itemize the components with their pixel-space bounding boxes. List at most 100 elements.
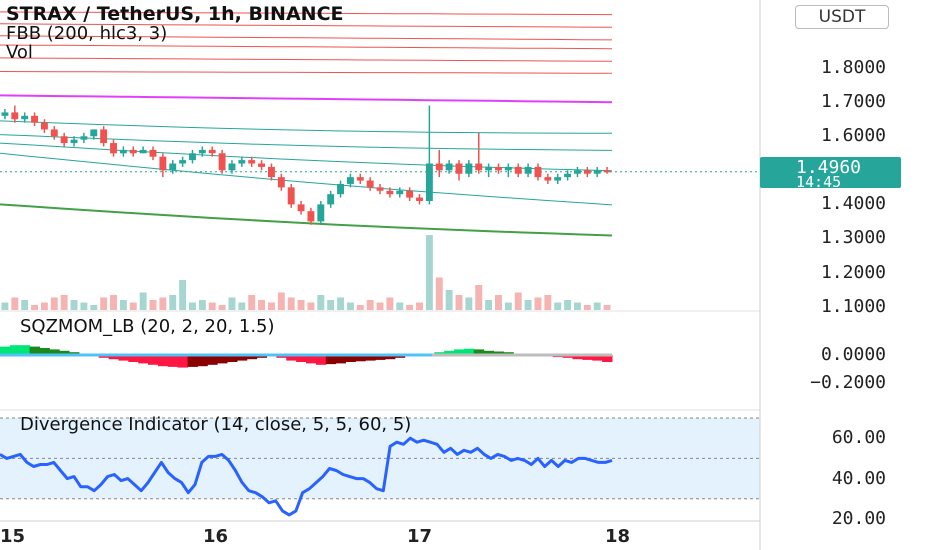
band-upper-s bbox=[0, 57, 613, 62]
currency-button[interactable]: USDT bbox=[795, 5, 889, 29]
rsi-line bbox=[0, 436, 613, 517]
squeeze-bar bbox=[572, 355, 583, 360]
volume-bar bbox=[327, 300, 335, 310]
price-tick-label: 1.6000 bbox=[820, 125, 886, 147]
candle-body bbox=[159, 156, 167, 171]
volume-bar bbox=[564, 300, 572, 310]
candle-body bbox=[435, 163, 443, 171]
volume-bar bbox=[228, 297, 236, 310]
band-upper-0 bbox=[0, 44, 613, 50]
volume-bar bbox=[248, 295, 256, 310]
volume-bar bbox=[90, 305, 98, 310]
squeeze-bar bbox=[187, 355, 198, 367]
candle-body bbox=[366, 180, 374, 188]
candle-body bbox=[277, 177, 285, 188]
candle-body bbox=[554, 177, 562, 181]
last-price-countdown: 14:45 bbox=[796, 173, 842, 191]
squeeze-bar bbox=[592, 355, 603, 361]
candle-body bbox=[218, 153, 226, 171]
volume-bar bbox=[40, 302, 48, 310]
candle-body bbox=[208, 149, 216, 154]
candle-body bbox=[475, 163, 483, 171]
time-tick-label: 18 bbox=[605, 526, 631, 547]
price-tick-label: 1.1000 bbox=[820, 295, 886, 317]
squeeze-bar bbox=[9, 345, 21, 355]
volume-bar bbox=[465, 297, 473, 310]
squeeze-bar bbox=[602, 355, 613, 362]
candle-body bbox=[307, 211, 315, 222]
candle-body bbox=[327, 194, 335, 205]
squeeze-bar bbox=[39, 348, 50, 355]
squeeze-bar bbox=[217, 355, 228, 364]
band-upper-1 bbox=[0, 35, 613, 41]
band-lower-2 bbox=[0, 134, 613, 151]
price-tick-label: 1.7000 bbox=[820, 91, 886, 113]
rsi-tick-label: 20.00 bbox=[831, 507, 886, 529]
candle-body bbox=[465, 163, 473, 174]
chart-title: STRAX / TetherUS, 1h, BINANCE bbox=[6, 3, 344, 25]
volume-bar bbox=[534, 297, 542, 310]
volume-bar bbox=[544, 295, 552, 310]
squeeze-bar bbox=[375, 355, 386, 360]
volume-bar bbox=[346, 302, 354, 310]
candle-body bbox=[60, 136, 68, 144]
candle-body bbox=[21, 115, 29, 120]
volume-bar bbox=[21, 300, 29, 310]
volume-bar bbox=[1, 302, 9, 310]
candle-body bbox=[593, 170, 601, 174]
legend-vol: Vol bbox=[6, 42, 33, 63]
volume-bar bbox=[593, 302, 601, 310]
candle-body bbox=[317, 204, 325, 222]
candle-body bbox=[90, 129, 98, 137]
time-tick-label: 15 bbox=[0, 526, 26, 547]
volume-bar bbox=[445, 290, 453, 310]
volume-bar bbox=[189, 302, 196, 310]
band-basis bbox=[0, 94, 613, 104]
volume-bar bbox=[50, 297, 58, 310]
candle-body bbox=[603, 170, 611, 173]
squeeze-bar bbox=[108, 355, 119, 360]
candle-body bbox=[179, 160, 187, 164]
volume-bar bbox=[573, 302, 581, 310]
price-tick-label: 1.2000 bbox=[820, 261, 886, 283]
volume-bar bbox=[139, 292, 147, 310]
volume-bar bbox=[366, 300, 374, 310]
volume-bar bbox=[100, 297, 108, 310]
volume-bar bbox=[80, 302, 88, 310]
candle-body bbox=[100, 129, 108, 144]
candle-body bbox=[129, 149, 137, 154]
candle-body bbox=[70, 139, 78, 144]
candle-body bbox=[50, 129, 58, 137]
candle-body bbox=[198, 149, 206, 154]
volume-bar bbox=[287, 297, 295, 310]
squeeze-bar bbox=[59, 350, 70, 355]
volume-bar bbox=[435, 277, 443, 310]
squeeze-tick-label: −0.2000 bbox=[810, 372, 886, 393]
band-lower-3 bbox=[0, 142, 613, 172]
volume-bar bbox=[603, 305, 611, 310]
volume-bar bbox=[198, 300, 206, 310]
legend-fbb: FBB (200, hlc3, 3) bbox=[6, 23, 168, 44]
candle-body bbox=[267, 166, 275, 178]
volume-bar bbox=[119, 300, 127, 310]
candle-body bbox=[189, 153, 196, 161]
divergence-pane-title: Divergence Indicator (14, close, 5, 5, 6… bbox=[20, 414, 412, 435]
candle-body bbox=[534, 166, 542, 178]
price-tick-label: 1.8000 bbox=[820, 57, 886, 79]
candle-body bbox=[11, 112, 19, 120]
volume-bar bbox=[317, 295, 325, 310]
candle-body bbox=[248, 160, 256, 164]
candle-body bbox=[346, 177, 354, 184]
volume-bar bbox=[524, 300, 532, 310]
volume-bar bbox=[376, 302, 384, 310]
candle-body bbox=[425, 163, 433, 201]
candle-body bbox=[524, 166, 532, 174]
candle-body bbox=[504, 166, 512, 171]
candle-body bbox=[31, 115, 39, 123]
volume-bar bbox=[149, 300, 157, 310]
squeeze-bar bbox=[473, 349, 485, 355]
volume-bar bbox=[60, 295, 68, 310]
candle-body bbox=[564, 173, 572, 178]
squeeze-bar bbox=[0, 346, 11, 355]
